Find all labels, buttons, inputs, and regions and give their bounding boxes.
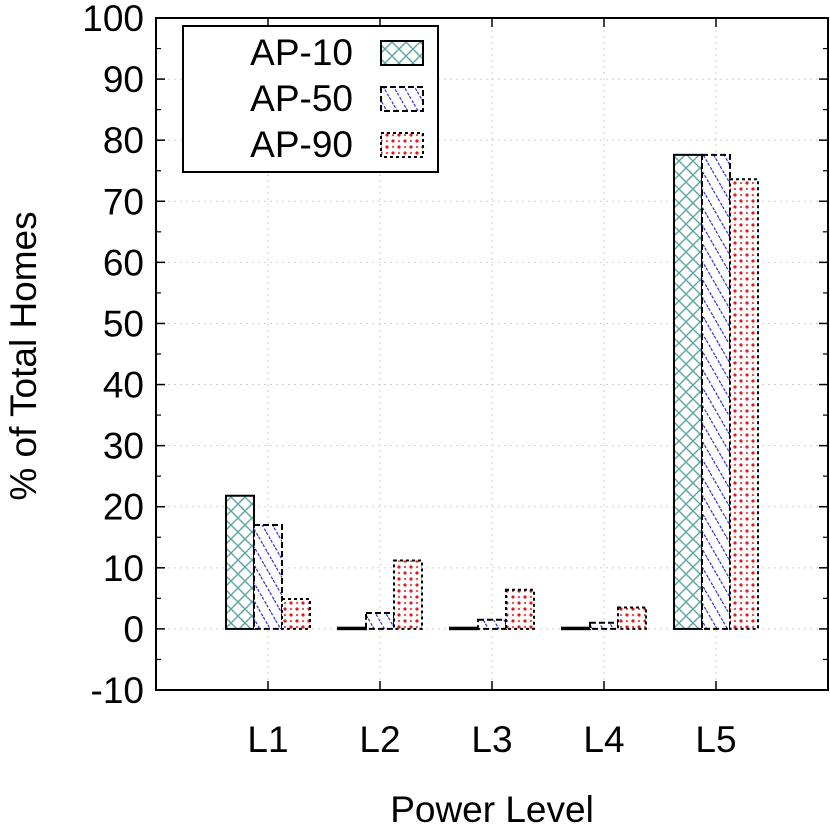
legend-swatch-ap-50 (380, 86, 424, 112)
y-tick-label: 30 (103, 426, 144, 467)
bar-ap-90-l2 (393, 559, 423, 630)
legend-swatch-ap-90 (380, 132, 424, 158)
bar-ap-50-l1 (253, 524, 283, 630)
x-tick-label: L4 (583, 719, 624, 760)
x-tick-label: L3 (471, 719, 512, 760)
y-tick-label: 0 (123, 609, 144, 650)
bar-ap-90-l4 (617, 606, 647, 630)
bar-ap-10-l5 (673, 153, 703, 630)
y-tick-label: -10 (91, 670, 144, 711)
y-tick-label: 90 (103, 59, 144, 100)
y-axis-label: % of Total Homes (3, 211, 44, 500)
x-axis-label: Power Level (390, 789, 594, 827)
tick-labels: -10 0 10 20 30 40 50 60 70 80 90 100 L1 L2 L3 L4 L5 (82, 0, 736, 760)
x-tick-label: L1 (247, 719, 288, 760)
bar-ap-90-l1 (281, 597, 311, 630)
x-tick-label: L5 (695, 719, 736, 760)
plot-frame (155, 17, 829, 691)
axes (155, 17, 829, 691)
y-tick-label: 50 (103, 303, 144, 344)
y-tick-label: 40 (103, 365, 144, 406)
bar-ap-10-l3 (449, 626, 479, 631)
y-tick-label: 100 (82, 0, 144, 39)
y-tick-label: 10 (103, 548, 144, 589)
legend-label: AP-10 (250, 32, 353, 73)
bar-ap-50-l5 (701, 153, 731, 630)
legend-label: AP-50 (250, 78, 353, 119)
bar-ap-10-l1 (225, 494, 255, 630)
y-tick-label: 60 (103, 242, 144, 283)
x-tick-label: L2 (359, 719, 400, 760)
legend-swatch-ap-10 (380, 40, 424, 66)
legend-label: AP-90 (250, 124, 353, 165)
bar-ap-90-l3 (505, 588, 535, 630)
bars-group (225, 153, 759, 631)
bar-ap-50-l2 (365, 612, 395, 630)
y-tick-label: 20 (103, 487, 144, 528)
y-tick-label: 80 (103, 120, 144, 161)
bar-ap-90-l5 (729, 178, 759, 630)
y-tick-label: 70 (103, 181, 144, 222)
bar-ap-10-l2 (337, 626, 367, 631)
bar-ap-50-l3 (477, 618, 507, 630)
bar-ap-10-l4 (561, 626, 591, 631)
bar-ap-50-l4 (589, 621, 619, 630)
legend: AP-10 AP-50 AP-90 (182, 25, 439, 173)
